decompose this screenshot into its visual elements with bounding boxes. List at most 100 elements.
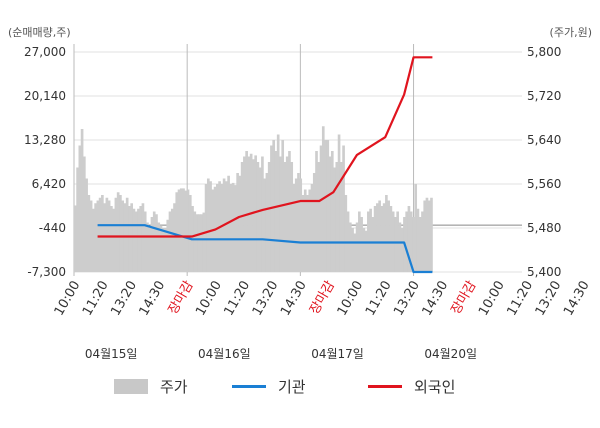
price-bar bbox=[362, 228, 366, 272]
institution-line bbox=[97, 224, 433, 274]
price-bar bbox=[360, 217, 363, 272]
price-bar bbox=[225, 181, 228, 272]
x-tick-label: 10:00 bbox=[335, 279, 367, 319]
price-bar bbox=[168, 211, 172, 272]
price-bar bbox=[238, 175, 242, 272]
price-bar bbox=[371, 217, 375, 272]
legend-item-foreign: 외국인 bbox=[368, 374, 455, 398]
price-bar bbox=[312, 173, 316, 272]
price-bar bbox=[297, 173, 300, 272]
right-unit-label: (주가,원) bbox=[550, 26, 592, 39]
price-bar bbox=[141, 203, 145, 272]
price-bar bbox=[87, 195, 91, 272]
price-bar bbox=[303, 189, 307, 272]
price-bar bbox=[98, 197, 102, 272]
price-bar bbox=[414, 184, 418, 272]
price-bar bbox=[76, 167, 79, 272]
price-bar bbox=[418, 217, 422, 272]
price-bar bbox=[425, 197, 429, 272]
price-bar bbox=[157, 222, 161, 272]
price-bar bbox=[319, 145, 323, 272]
price-bar bbox=[132, 208, 136, 272]
price-bar bbox=[330, 151, 334, 272]
price-bar bbox=[184, 190, 188, 272]
price-bar bbox=[182, 188, 185, 272]
price-bar bbox=[376, 203, 379, 272]
x-tick-label: 11:20 bbox=[222, 279, 254, 319]
price-bar bbox=[292, 184, 296, 272]
price-bar bbox=[254, 155, 257, 272]
price-bar bbox=[412, 217, 415, 272]
price-bar bbox=[427, 200, 431, 272]
price-bar bbox=[328, 156, 332, 272]
price-bar bbox=[306, 195, 309, 272]
price-bar bbox=[400, 228, 404, 272]
price-bar bbox=[265, 173, 269, 272]
price-bar bbox=[125, 197, 129, 272]
price-bar bbox=[349, 222, 352, 272]
price-bar bbox=[116, 192, 120, 272]
price-bar bbox=[274, 151, 278, 272]
price-bar bbox=[143, 211, 147, 272]
price-bar bbox=[294, 178, 298, 272]
x-tick-label: 13:20 bbox=[108, 279, 140, 319]
x-tick-label: 11:20 bbox=[80, 279, 112, 319]
price-bar bbox=[387, 200, 390, 272]
price-bar bbox=[150, 217, 154, 272]
price-bar bbox=[263, 178, 266, 272]
price-bar bbox=[364, 230, 368, 272]
price-bar bbox=[385, 195, 388, 272]
price-bar bbox=[209, 181, 212, 272]
price-bar bbox=[188, 195, 192, 272]
price-bar bbox=[110, 206, 113, 272]
price-bar bbox=[85, 178, 88, 272]
left-tick-label: 27,000 bbox=[24, 45, 66, 59]
price-bar bbox=[373, 206, 377, 272]
date-labels: 04월15일 04월16일 04월17일 04월20일 bbox=[85, 347, 477, 361]
price-bar bbox=[299, 178, 303, 272]
price-bar bbox=[119, 195, 122, 272]
price-bar bbox=[236, 173, 239, 272]
x-tick-label: 11:20 bbox=[504, 279, 536, 319]
price-bar bbox=[202, 212, 206, 272]
price-bar bbox=[267, 162, 271, 272]
legend-swatch-foreign bbox=[368, 384, 402, 388]
price-bar bbox=[324, 140, 327, 272]
price-bar bbox=[123, 203, 127, 272]
price-bar bbox=[134, 211, 138, 272]
x-tick-label: 14:30 bbox=[137, 279, 169, 319]
x-tick-label: 13:20 bbox=[250, 279, 282, 319]
legend-swatch-institution bbox=[232, 384, 266, 388]
price-bar bbox=[301, 195, 305, 272]
price-bar bbox=[112, 208, 115, 272]
price-bar bbox=[234, 185, 237, 272]
price-bar bbox=[101, 195, 104, 272]
legend-item-price: 주가 bbox=[114, 374, 188, 398]
x-tick-label: 11:20 bbox=[363, 279, 395, 319]
price-bar bbox=[164, 228, 167, 272]
price-bar bbox=[288, 151, 291, 272]
right-tick-label: 5,480 bbox=[527, 221, 561, 235]
price-bar bbox=[416, 208, 420, 272]
x-tick-label: 10:00 bbox=[476, 278, 508, 318]
legend-swatch-price bbox=[114, 378, 148, 394]
price-bar bbox=[405, 211, 408, 272]
price-bar bbox=[430, 197, 433, 272]
legend-label-institution: 기관 bbox=[278, 377, 306, 396]
price-bar bbox=[355, 222, 359, 272]
price-bar bbox=[283, 162, 287, 272]
price-bar bbox=[159, 225, 163, 272]
price-bar bbox=[339, 162, 343, 272]
x-tick-label: 10:00 bbox=[52, 279, 84, 319]
right-tick-label: 5,400 bbox=[527, 265, 561, 279]
price-bar bbox=[276, 134, 280, 272]
price-bar bbox=[137, 208, 140, 272]
left-axis: 27,000 20,140 13,280 6,420 -440 -7,300 bbox=[24, 45, 66, 279]
left-tick-label: 13,280 bbox=[24, 133, 66, 147]
price-bar bbox=[204, 184, 208, 272]
right-tick-label: 5,640 bbox=[527, 133, 561, 147]
price-bar bbox=[128, 206, 131, 272]
date-label: 04월15일 bbox=[85, 347, 138, 361]
price-bar bbox=[421, 211, 424, 272]
